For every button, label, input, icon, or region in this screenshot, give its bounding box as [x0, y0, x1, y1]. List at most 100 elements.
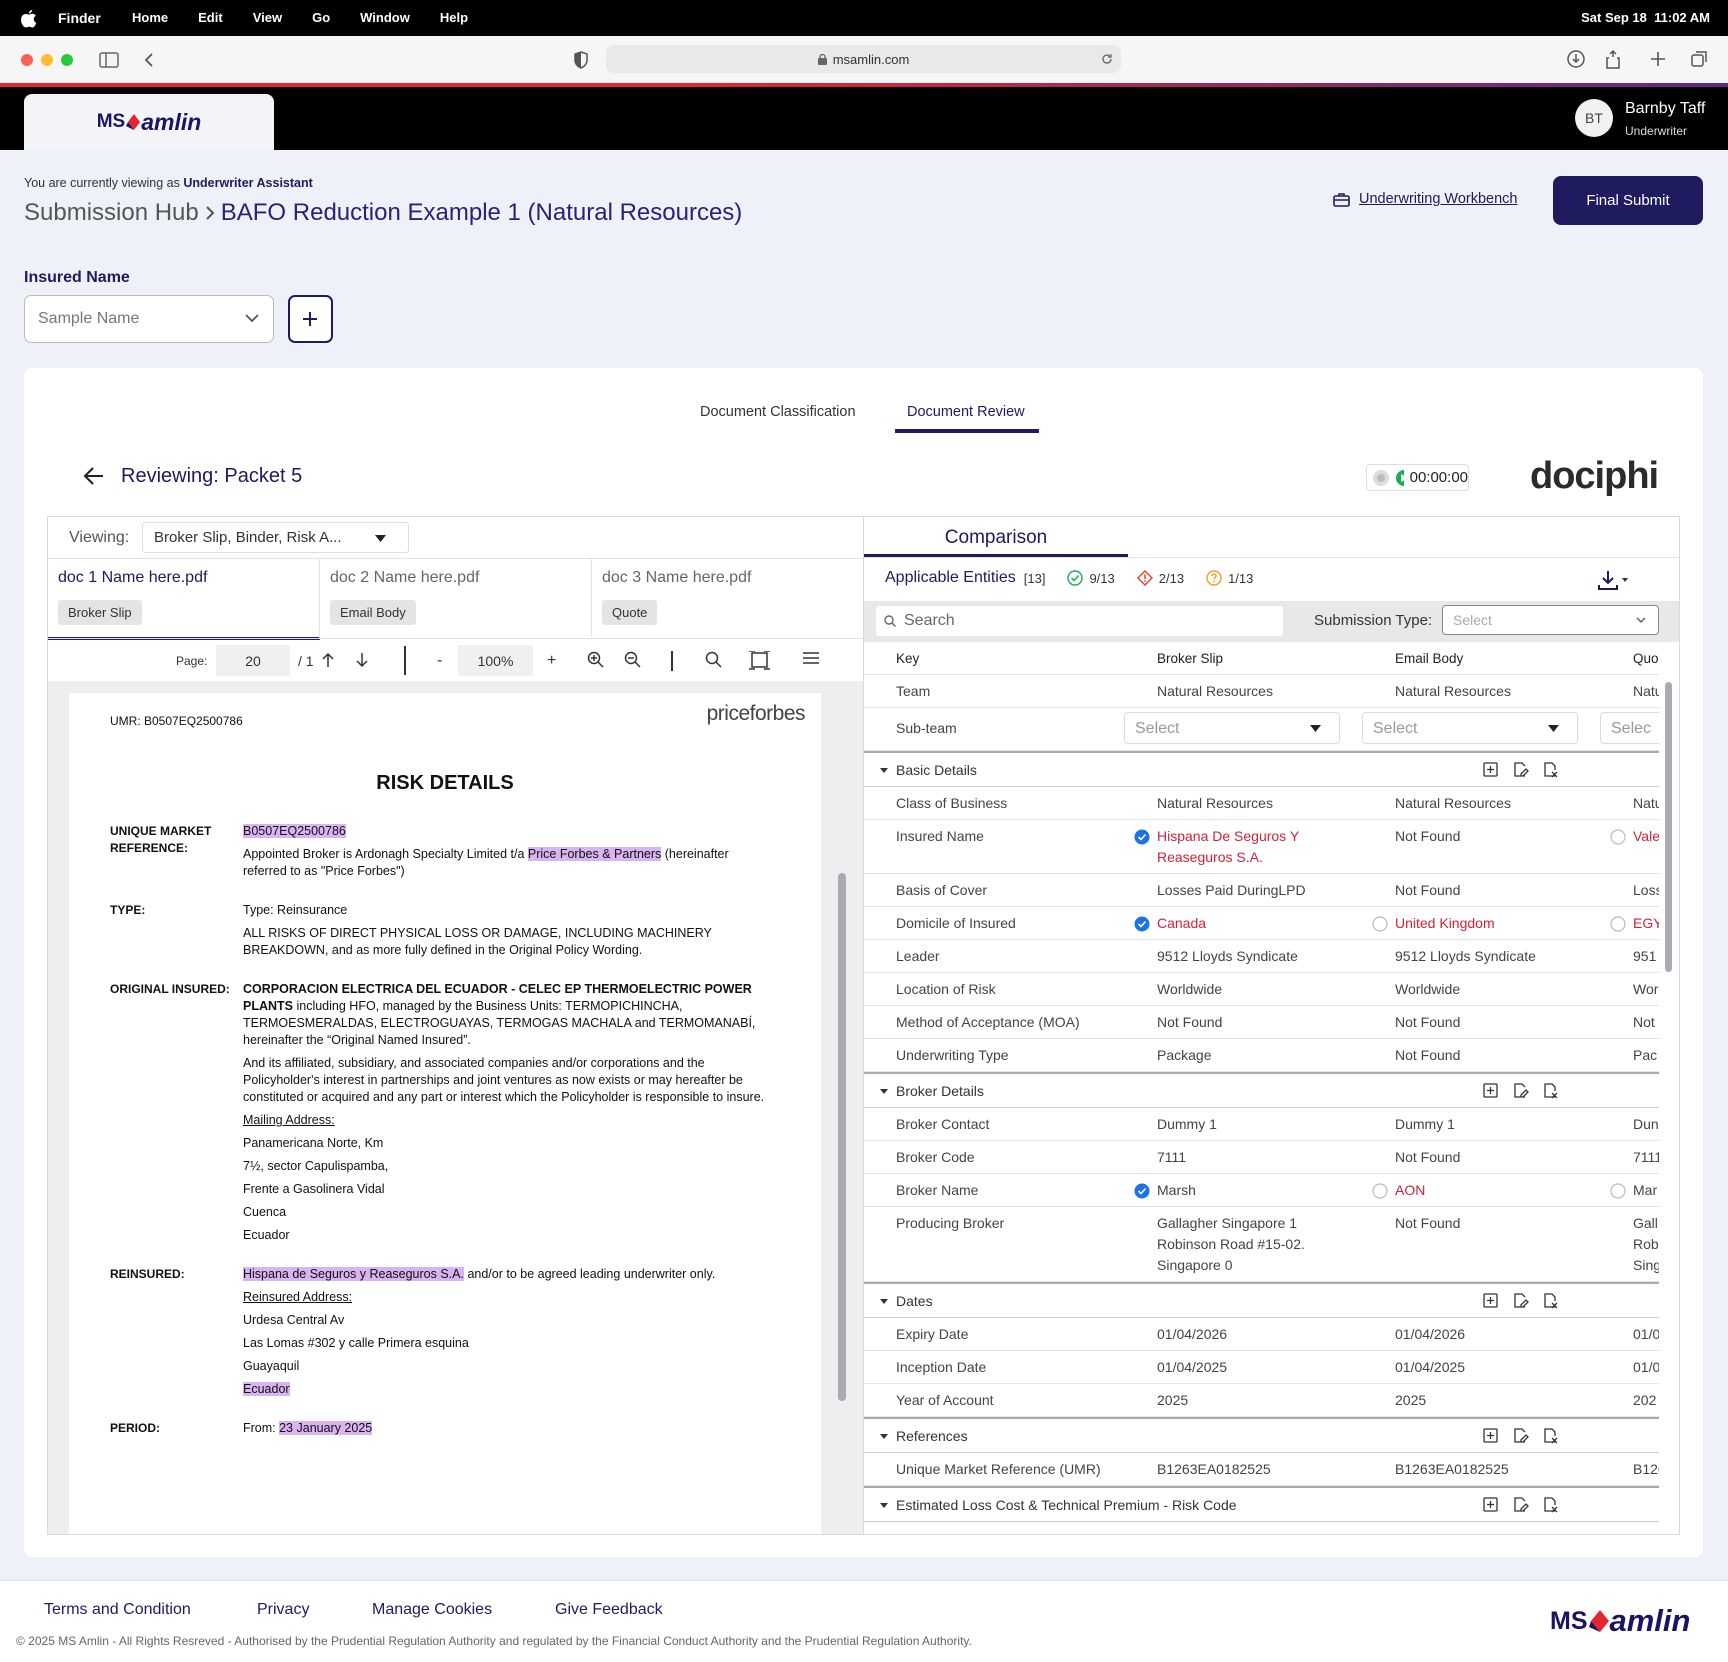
- timer-controls[interactable]: [1372, 469, 1404, 487]
- group-actions[interactable]: [1483, 1082, 1567, 1100]
- field-key: Sub-team: [896, 720, 957, 736]
- cell-select[interactable]: Select: [1362, 712, 1578, 744]
- cell-status: [1372, 1459, 1395, 1480]
- group-row[interactable]: Basic Details: [864, 751, 1659, 787]
- shield-icon[interactable]: [573, 51, 589, 69]
- footer-link[interactable]: Privacy: [257, 1601, 310, 1618]
- menu-item[interactable]: Edit: [198, 10, 223, 25]
- footer-link[interactable]: Terms and Condition: [44, 1601, 191, 1618]
- menu-item[interactable]: Home: [132, 10, 169, 25]
- page-input[interactable]: 20: [216, 645, 290, 676]
- doc-tab[interactable]: doc 3 Name here.pdf Quote: [592, 558, 863, 637]
- field-row: Class of Business Natural Resources Natura…: [864, 787, 1659, 820]
- group-row[interactable]: Broker Details: [864, 1072, 1659, 1108]
- doc-text: From:: [243, 1421, 280, 1435]
- group-actions[interactable]: [1483, 1292, 1567, 1310]
- cell-status[interactable]: [1134, 1180, 1157, 1201]
- group-actions[interactable]: [1483, 761, 1567, 779]
- address-bar[interactable]: msamlin.com: [606, 45, 1121, 73]
- menu-item[interactable]: Go: [312, 10, 331, 25]
- page-arrows[interactable]: [321, 652, 373, 668]
- cell-status[interactable]: [1610, 913, 1633, 934]
- cell-status[interactable]: [1610, 826, 1633, 847]
- cell-status[interactable]: [1134, 826, 1157, 868]
- viewing-prefix: You are currently viewing as: [24, 176, 180, 190]
- cell-value: 202: [1633, 1391, 1657, 1408]
- tabs: Document Classification Document Review: [0, 402, 1728, 438]
- cell: Marsh: [1134, 1180, 1366, 1201]
- reload-icon[interactable]: [1101, 53, 1113, 65]
- doc-paragraph: And its affiliated, subsidiary, and asso…: [243, 1055, 773, 1106]
- cell-status: [1610, 946, 1633, 967]
- final-submit-button[interactable]: Final Submit: [1553, 176, 1703, 225]
- comparison-tab[interactable]: Comparison: [944, 527, 1048, 548]
- footer-link[interactable]: Give Feedback: [555, 1601, 663, 1618]
- cell-value: Not Found: [1395, 1148, 1461, 1165]
- group-row[interactable]: References: [864, 1417, 1659, 1453]
- subgroup-row[interactable]: Section 1: [864, 1522, 1659, 1535]
- cell-select[interactable]: Selec: [1600, 712, 1659, 744]
- cell-status: [1610, 793, 1633, 814]
- back-arrow[interactable]: [83, 466, 105, 486]
- viewing-select[interactable]: Broker Slip, Binder, Risk A...: [142, 522, 409, 553]
- group-actions[interactable]: [1483, 1496, 1567, 1514]
- doc-tag: Email Body: [330, 600, 416, 625]
- menu-item[interactable]: View: [252, 10, 283, 25]
- plus-icon: [303, 312, 317, 326]
- cell-value: AON: [1395, 1181, 1426, 1198]
- add-insured-button[interactable]: [288, 295, 333, 343]
- cell-value: Natu: [1633, 682, 1659, 699]
- tab[interactable]: Document Classification: [700, 404, 856, 420]
- doc-tab[interactable]: doc 2 Name here.pdf Email Body: [320, 558, 592, 637]
- avatar[interactable]: BT: [1575, 99, 1613, 137]
- field-key: Expiry Date: [896, 1325, 969, 1342]
- group-actions[interactable]: [1483, 1427, 1567, 1445]
- zoom-out[interactable]: -: [437, 651, 443, 669]
- cell-value: Not: [1633, 1013, 1655, 1030]
- doc-section: REINSURED: Hispana de Seguros y Reaseguro…: [110, 1266, 790, 1404]
- cell: Losses Paid DuringLPD: [1134, 880, 1366, 901]
- menu-item[interactable]: Help: [439, 10, 469, 25]
- browser-actions[interactable]: [1566, 48, 1716, 70]
- zoom-value: 100%: [477, 652, 514, 669]
- group-row[interactable]: Estimated Loss Cost & Technical Premium …: [864, 1486, 1659, 1522]
- doc-tab[interactable]: doc 1 Name here.pdf Broker Slip: [48, 558, 320, 640]
- logo-tab[interactable]: MS amlin: [24, 94, 274, 150]
- apple-icon[interactable]: [20, 9, 38, 29]
- comparison-panel: Comparison Applicable Entities [13] 9/13…: [863, 516, 1680, 1535]
- app-name[interactable]: Finder: [58, 10, 101, 26]
- cell-value: 9512 Lloyds Syndicate: [1157, 947, 1298, 964]
- cell: Dummy 1: [1134, 1114, 1366, 1135]
- cell-value: 01/0: [1633, 1325, 1659, 1342]
- zoom-in[interactable]: +: [547, 651, 557, 669]
- breadcrumb-link[interactable]: Submission Hub: [24, 199, 199, 226]
- cell-status[interactable]: [1372, 913, 1395, 934]
- cell-status: [1134, 1213, 1157, 1276]
- cell-status[interactable]: [1372, 1180, 1395, 1201]
- scrollbar[interactable]: [838, 873, 846, 1401]
- cell-status: [1134, 1114, 1157, 1135]
- download-menu[interactable]: [1598, 569, 1630, 591]
- cell-value: 2025: [1157, 1391, 1189, 1408]
- tab[interactable]: Document Review: [907, 404, 1025, 420]
- cell-status[interactable]: [1610, 1180, 1633, 1201]
- viewer-tools[interactable]: [587, 651, 827, 671]
- insured-select[interactable]: Sample Name: [24, 295, 274, 343]
- cell-value: Canada: [1157, 914, 1207, 931]
- cell: Not Found: [1372, 1045, 1604, 1066]
- menu-item[interactable]: Window: [360, 10, 410, 25]
- submission-type-select[interactable]: Select: [1442, 605, 1659, 635]
- field-row: Basis of Cover Losses Paid DuringLPD Not F…: [864, 874, 1659, 907]
- search-input[interactable]: Search: [876, 606, 1283, 636]
- cell-status[interactable]: [1134, 913, 1157, 934]
- cell-select[interactable]: Select: [1124, 712, 1340, 744]
- window-controls[interactable]: [18, 52, 178, 68]
- scrollbar[interactable]: [1665, 682, 1672, 972]
- zoom-input[interactable]: 100%: [458, 645, 533, 676]
- workbench-link[interactable]: Underwriting Workbench: [1333, 191, 1518, 207]
- group-row[interactable]: Dates: [864, 1282, 1659, 1318]
- app-header: MS amlin BT Barnby Taff Underwriter: [0, 87, 1728, 150]
- footer-link[interactable]: Manage Cookies: [372, 1601, 493, 1618]
- viewing-as: You are currently viewing as Underwriter…: [24, 176, 313, 190]
